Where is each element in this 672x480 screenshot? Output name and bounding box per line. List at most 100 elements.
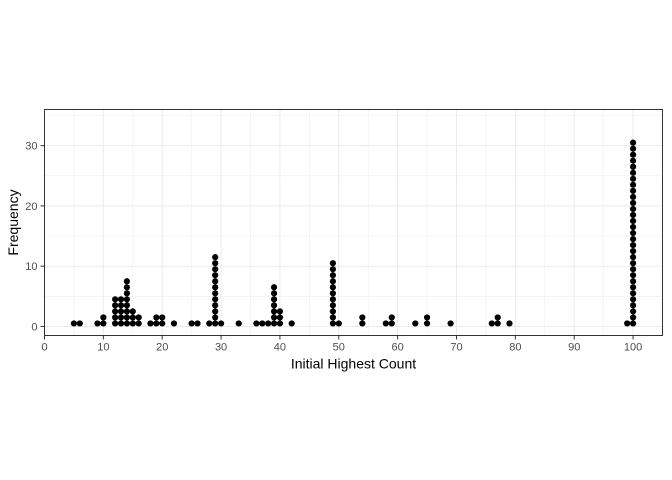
- data-dot: [629, 235, 637, 243]
- data-dot: [629, 199, 637, 207]
- data-dot: [494, 314, 501, 321]
- panel-background: [44, 109, 663, 336]
- data-dot: [123, 278, 130, 285]
- data-dot: [94, 320, 101, 327]
- data-dot: [329, 272, 336, 279]
- data-dot: [629, 193, 637, 200]
- x-axis-title: Initial Highest Count: [291, 356, 416, 372]
- data-dot: [329, 302, 336, 309]
- data-dot: [629, 217, 637, 225]
- data-dot: [629, 223, 637, 231]
- data-dot: [359, 314, 366, 321]
- data-dot: [329, 284, 336, 291]
- data-dot: [270, 314, 278, 321]
- data-dot: [629, 320, 637, 327]
- y-axis-title: Frequency: [5, 189, 21, 255]
- data-dot: [276, 308, 284, 315]
- data-dot: [212, 320, 219, 327]
- data-dot: [123, 302, 130, 309]
- data-dot: [629, 187, 637, 194]
- data-dot: [129, 314, 136, 321]
- x-tick-label: 0: [41, 342, 47, 354]
- data-dot: [329, 308, 336, 315]
- x-tick-label: 20: [156, 342, 168, 354]
- data-dot: [100, 320, 107, 327]
- data-dot: [112, 296, 119, 303]
- data-dot: [123, 320, 130, 327]
- data-dot: [359, 320, 366, 327]
- data-dot: [629, 302, 637, 309]
- x-tick-label: 90: [568, 342, 580, 354]
- data-dot: [329, 278, 336, 285]
- data-dot: [629, 145, 637, 152]
- data-dot: [624, 320, 631, 327]
- data-dot: [212, 278, 219, 285]
- data-dot: [629, 278, 637, 285]
- data-dot: [329, 296, 336, 303]
- data-dot: [329, 290, 336, 297]
- data-dot: [629, 163, 637, 170]
- data-dot: [629, 242, 637, 249]
- data-dot: [100, 314, 107, 321]
- data-dot: [112, 320, 119, 327]
- data-dot: [276, 314, 284, 321]
- data-dot: [253, 320, 260, 327]
- data-dot: [629, 229, 637, 237]
- data-dot: [212, 302, 219, 309]
- minor-gridlines: [44, 109, 663, 336]
- data-dot: [629, 157, 637, 164]
- data-dot: [123, 314, 130, 321]
- data-dot: [135, 320, 142, 327]
- data-dot: [629, 139, 637, 146]
- data-dot: [629, 181, 637, 188]
- data-dot: [153, 314, 160, 321]
- x-tick-label: 50: [333, 342, 345, 354]
- data-dot: [329, 314, 336, 321]
- data-dot: [212, 272, 219, 279]
- data-dot: [117, 314, 125, 321]
- data-dot: [270, 296, 278, 303]
- x-tick-label: 10: [97, 342, 109, 354]
- y-tick-label: 20: [25, 201, 37, 213]
- data-dot: [159, 314, 166, 321]
- data-dot: [270, 302, 278, 309]
- data-dot: [212, 314, 219, 321]
- x-tick-label: 70: [450, 342, 462, 354]
- y-tick-label: 10: [25, 261, 37, 273]
- data-dot: [212, 290, 219, 297]
- data-dot: [117, 320, 125, 327]
- data-dot: [629, 151, 637, 158]
- data-dot: [170, 320, 178, 327]
- data-dot: [270, 284, 278, 291]
- data-dots: [70, 139, 637, 327]
- x-tick-label: 100: [624, 342, 642, 354]
- data-dot: [629, 308, 637, 315]
- data-dot: [629, 169, 637, 176]
- data-dot: [423, 320, 431, 327]
- data-dot: [629, 175, 637, 182]
- x-axis: 0 10 20 30 40 50 60 70 80 90 100: [41, 335, 642, 354]
- data-dot: [76, 320, 83, 327]
- data-dot: [194, 320, 201, 327]
- data-dot: [117, 296, 125, 303]
- data-dot: [212, 284, 219, 291]
- data-dot: [270, 320, 278, 327]
- data-dot: [212, 266, 219, 273]
- data-dot: [212, 308, 219, 315]
- data-dot: [117, 302, 125, 309]
- data-dot: [123, 308, 130, 315]
- data-dot: [629, 266, 637, 273]
- data-dot: [276, 320, 284, 327]
- data-dot: [123, 296, 130, 303]
- data-dot: [629, 205, 637, 213]
- data-dot: [382, 320, 389, 327]
- data-dot: [112, 314, 119, 321]
- data-dot: [494, 320, 501, 327]
- data-dot: [412, 320, 419, 327]
- data-dot: [488, 320, 495, 327]
- data-dot: [117, 308, 125, 315]
- x-tick-label: 40: [274, 342, 286, 354]
- data-dot: [629, 296, 637, 303]
- data-dot: [629, 284, 637, 291]
